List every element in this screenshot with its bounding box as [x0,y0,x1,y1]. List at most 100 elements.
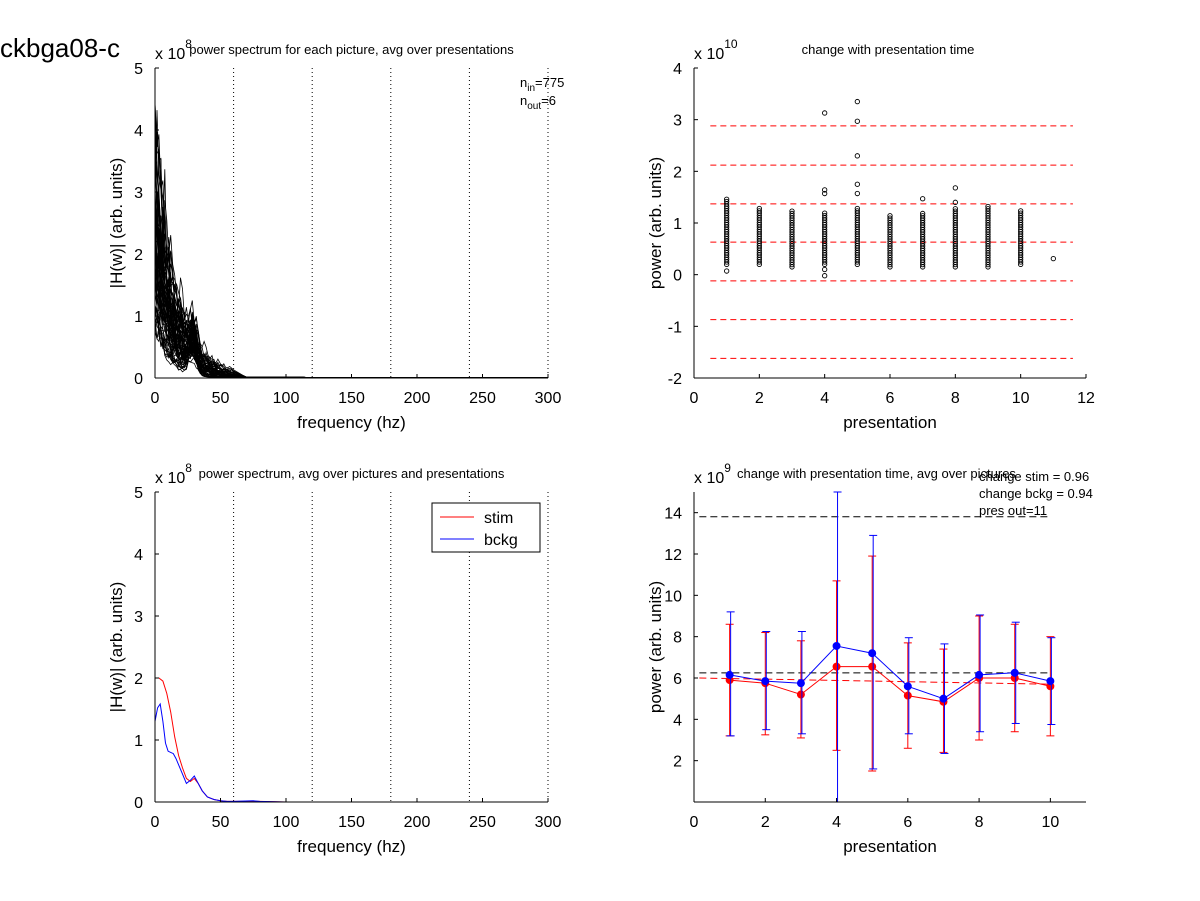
spectrum-trace [154,200,548,379]
outlier-point [822,187,828,193]
legend-label-stim: stim [484,510,513,527]
x-tick-label: 8 [951,390,960,407]
spectrum-trace [154,225,548,379]
x-axis-label: presentation [843,837,937,856]
data-point [822,212,828,219]
x-tick-label: 100 [273,814,300,831]
y-axis-label: |H(w)| (arb. units) [107,158,126,289]
x-axis-label: frequency (hz) [297,837,406,856]
y-axis-label: power (arb. units) [646,157,665,289]
y-tick-label: 4 [134,547,143,564]
series-stim-point [868,662,877,671]
spectrum-trace [154,161,548,379]
data-point [724,196,730,202]
data-point [887,213,893,219]
y-exponent-label: x 108 [155,37,192,63]
spectrum-trace [154,136,548,379]
x-tick-label: 300 [535,390,562,407]
y-tick-label: 3 [673,113,682,130]
outlier-point [920,196,926,202]
x-tick-label: 10 [1041,814,1059,831]
spectrum-trace [154,307,548,379]
y-tick-label: 0 [134,371,143,388]
data-point [724,198,730,205]
outlier-point [822,110,828,116]
series-bckg-point [761,677,770,686]
spectrum-trace [154,110,548,379]
data-point [920,213,926,219]
y-tick-label: 6 [673,671,682,688]
spectrum-trace [154,263,548,379]
y-tick-label: 0 [134,795,143,812]
y-exponent-label: x 109 [694,461,731,487]
x-tick-label: 4 [832,814,841,831]
x-tick-label: 50 [212,390,230,407]
series-bckg-point [725,670,734,679]
spectrum-trace [154,102,548,379]
chart-title: change with presentation time, avg over … [737,466,1016,481]
data-point [756,208,762,214]
x-tick-label: 6 [903,814,912,831]
spectrum-trace [154,145,549,379]
data-point [822,210,828,216]
series-bckg-point [939,694,948,703]
spectrum-trace [154,216,549,379]
spectrum-trace [154,203,548,379]
y-axis-label: power (arb. units) [646,581,665,713]
legend-label-bckg: bckg [484,532,518,549]
series-bckg-point [975,670,984,679]
y-tick-label: 14 [664,506,682,523]
n-in-annotation: nin=775 [520,75,564,94]
spectrum-trace [154,168,549,379]
series-bckg-point [1046,677,1055,686]
panel-change-avg-over-pictures: 0 2 4 6 8 10 2 4 6 8 10 12 14 presentation power (arb.… [646,461,1093,856]
outlier-point [854,98,860,105]
y-tick-label: 4 [673,712,682,729]
spectrum-trace [154,136,548,379]
x-tick-label: 250 [469,390,496,407]
series-stim-line [729,666,1051,703]
spectrum-trace [154,305,548,379]
spectrum-trace [154,105,549,379]
y-tick-label: 4 [134,123,143,140]
spectrum-trace [154,242,548,379]
series-bckg-point [796,679,805,688]
spectrum-trace [154,221,548,379]
data-point [985,206,991,212]
series-stim-point [903,691,912,700]
spectrum-trace [154,191,548,379]
spectrum-trace [154,242,548,379]
y-tick-label: -2 [668,371,682,388]
y-tick-label: 0 [673,268,682,285]
series-bckg-line [154,702,548,803]
x-tick-label: 100 [273,390,300,407]
reference-line-red [699,677,1051,685]
spectrum-trace [154,148,549,379]
outlier-point [724,268,730,274]
spectrum-trace [154,176,548,379]
y-tick-label: 3 [134,185,143,202]
y-tick-label: 12 [664,547,682,564]
panel-power-spectrum-avg: 0 50 100 150 200 250 300 0 1 2 3 4 5 frequency (hz) |H… [107,461,561,856]
spectrum-trace [154,131,548,379]
series-bckg-point [903,682,912,691]
outlier-point [822,273,828,279]
x-tick-label: 4 [820,390,829,407]
spectrum-trace [154,214,548,379]
spectrum-trace [154,200,548,379]
y-tick-label: 8 [673,630,682,647]
data-point [952,208,958,214]
spectrum-trace [154,218,549,379]
y-tick-label: 1 [673,216,682,233]
series-bckg-point [868,649,877,658]
data-point [854,208,860,214]
x-tick-label: 8 [975,814,984,831]
x-tick-label: 0 [690,814,699,831]
spectrum-trace [154,102,549,379]
series-bckg-point [1010,668,1019,677]
series-bckg-line [729,645,1051,700]
data-point [985,203,991,210]
series-stim-line [155,677,548,803]
spectrum-trace [154,201,549,379]
